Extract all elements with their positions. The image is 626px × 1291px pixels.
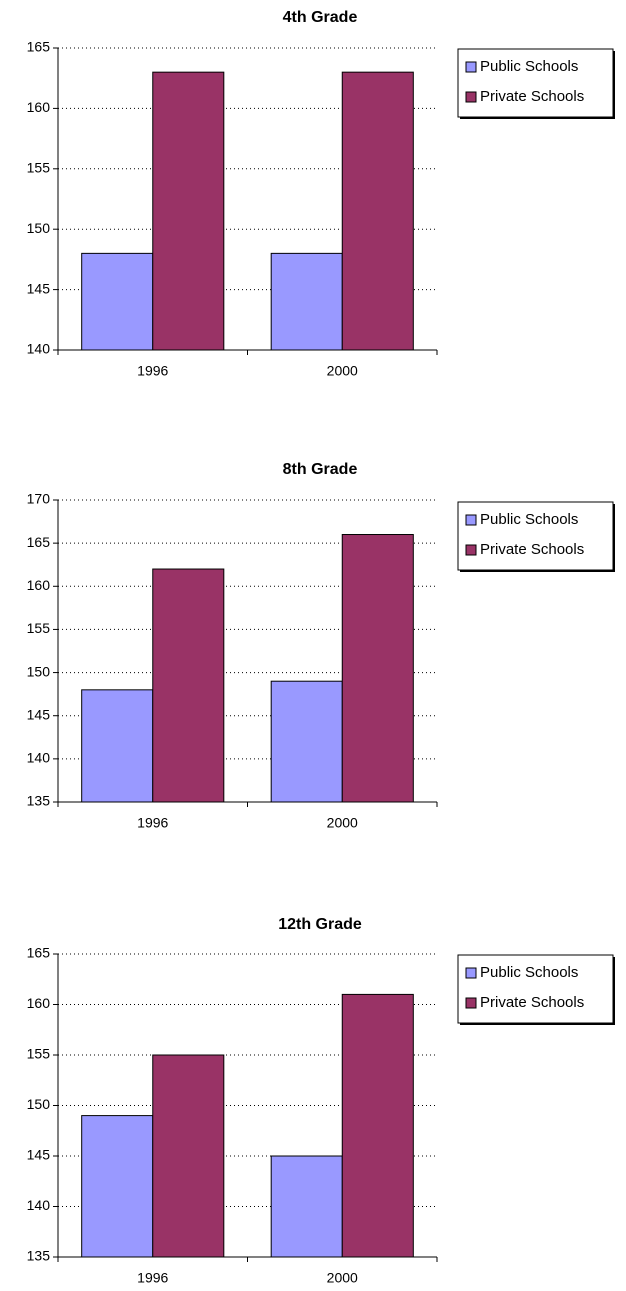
y-tick-label: 165 [27, 534, 51, 550]
legend [457, 954, 614, 1024]
x-tick-label: 2000 [327, 363, 358, 379]
legend-label: Public Schools [480, 58, 578, 75]
x-tick-label: 2000 [327, 1270, 358, 1286]
legend-label: Private Schools [480, 88, 584, 105]
y-tick-label: 135 [27, 1248, 51, 1264]
legend-swatch [465, 544, 477, 556]
x-tick-label: 1996 [137, 815, 168, 831]
y-tick-label: 160 [27, 577, 51, 593]
y-tick-label: 145 [27, 280, 51, 296]
y-tick-label: 165 [27, 39, 51, 55]
legend [457, 48, 614, 118]
y-tick-label: 170 [27, 491, 51, 507]
y-tick-label: 140 [27, 341, 51, 357]
legend-swatch [465, 61, 477, 73]
legend-label: Private Schools [480, 994, 584, 1011]
legend-label: Public Schools [480, 511, 578, 528]
bar [81, 689, 154, 803]
chart-title: 12th Grade [278, 916, 362, 933]
legend-label: Private Schools [480, 541, 584, 558]
y-tick-label: 140 [27, 1197, 51, 1213]
bar [270, 252, 343, 351]
legend-swatch [465, 997, 477, 1009]
legend-swatch [465, 91, 477, 103]
y-tick-label: 155 [27, 160, 51, 176]
legend-swatch [465, 967, 477, 979]
y-tick-label: 165 [27, 945, 51, 961]
y-tick-label: 135 [27, 793, 51, 809]
x-tick-label: 1996 [137, 363, 168, 379]
bar [152, 1054, 225, 1258]
bar [81, 1115, 154, 1258]
bar [341, 534, 414, 803]
y-tick-label: 150 [27, 663, 51, 679]
legend-swatch [465, 514, 477, 526]
bar [152, 71, 225, 351]
chart-title: 8th Grade [283, 461, 358, 478]
y-tick-label: 155 [27, 1046, 51, 1062]
bar [152, 568, 225, 803]
y-tick-label: 145 [27, 1147, 51, 1163]
bar [341, 993, 414, 1258]
bar [81, 252, 154, 351]
y-tick-label: 145 [27, 706, 51, 722]
y-tick-label: 140 [27, 750, 51, 766]
x-tick-label: 2000 [327, 815, 358, 831]
legend-label: Public Schools [480, 964, 578, 981]
x-tick-label: 1996 [137, 1270, 168, 1286]
y-tick-label: 160 [27, 99, 51, 115]
y-tick-label: 150 [27, 1096, 51, 1112]
bar [270, 1155, 343, 1258]
y-tick-label: 155 [27, 620, 51, 636]
bar [270, 680, 343, 803]
y-tick-label: 150 [27, 220, 51, 236]
bar [341, 71, 414, 351]
chart-title: 4th Grade [283, 9, 358, 26]
legend [457, 501, 614, 571]
y-tick-label: 160 [27, 995, 51, 1011]
